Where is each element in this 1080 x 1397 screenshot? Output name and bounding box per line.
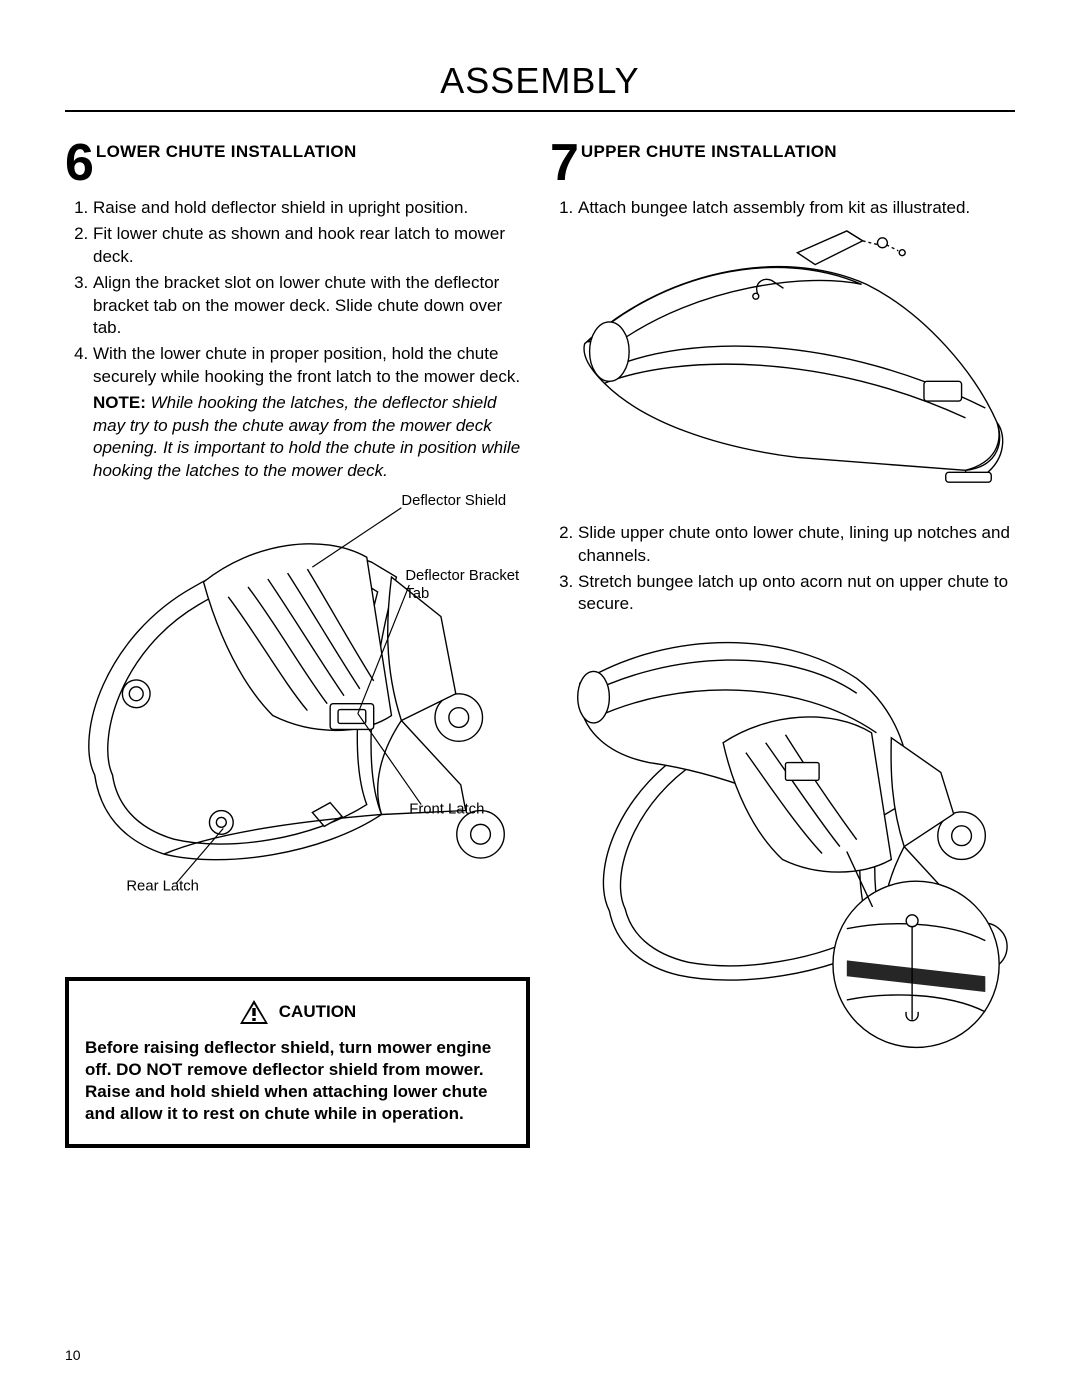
page-number: 10: [65, 1347, 81, 1363]
label-rear-latch: Rear Latch: [126, 878, 245, 896]
caution-header: CAUTION: [85, 999, 510, 1025]
step-title-6: LOWER CHUTE INSTALLATION: [96, 140, 357, 162]
title-rule: [65, 110, 1015, 112]
caution-label: CAUTION: [279, 1001, 356, 1023]
left-column: 6 LOWER CHUTE INSTALLATION Raise and hol…: [65, 140, 530, 1148]
diagram-assembled-chute: [550, 624, 1015, 1059]
step-7-1: Attach bungee latch assembly from kit as…: [578, 197, 1015, 219]
note-label: NOTE:: [93, 393, 146, 412]
caution-icon: [239, 999, 269, 1025]
step-6-4: With the lower chute in proper position,…: [93, 343, 530, 388]
step-7-2: Slide upper chute onto lower chute, lini…: [578, 522, 1015, 567]
step-number-6: 6: [65, 140, 94, 187]
step-header-6: 6 LOWER CHUTE INSTALLATION: [65, 140, 530, 187]
steps-list-7a: Attach bungee latch assembly from kit as…: [550, 197, 1015, 219]
diagram-lower-chute: Deflector Shield Deflector Bracket Tab F…: [65, 488, 530, 943]
steps-list-7b: Slide upper chute onto lower chute, lini…: [550, 522, 1015, 616]
content-columns: 6 LOWER CHUTE INSTALLATION Raise and hol…: [65, 140, 1015, 1148]
note-6: NOTE: While hooking the latches, the def…: [65, 392, 530, 482]
caution-box: CAUTION Before raising deflector shield,…: [65, 977, 530, 1147]
label-front-latch: Front Latch: [409, 801, 528, 819]
label-deflector-shield: Deflector Shield: [401, 492, 520, 510]
step-header-7: 7 UPPER CHUTE INSTALLATION: [550, 140, 1015, 187]
step-6-2: Fit lower chute as shown and hook rear l…: [93, 223, 530, 268]
label-deflector-bracket-tab: Deflector Bracket Tab: [405, 567, 524, 603]
steps-list-6: Raise and hold deflector shield in uprig…: [65, 197, 530, 389]
page-title: ASSEMBLY: [65, 60, 1015, 102]
step-title-7: UPPER CHUTE INSTALLATION: [581, 140, 837, 162]
right-column: 7 UPPER CHUTE INSTALLATION Attach bungee…: [550, 140, 1015, 1148]
caution-text: Before raising deflector shield, turn mo…: [85, 1037, 510, 1125]
diagram-upper-chute: [550, 225, 1015, 512]
step-number-7: 7: [550, 140, 579, 187]
note-body: While hooking the latches, the deflector…: [93, 393, 520, 479]
step-6-3: Align the bracket slot on lower chute wi…: [93, 272, 530, 339]
step-7-3: Stretch bungee latch up onto acorn nut o…: [578, 571, 1015, 616]
step-6-1: Raise and hold deflector shield in uprig…: [93, 197, 530, 219]
